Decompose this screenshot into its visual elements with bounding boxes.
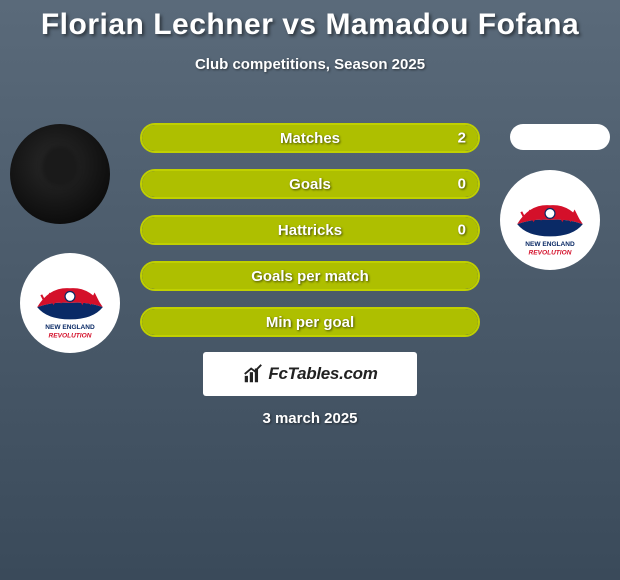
club-badge-icon: NEW ENGLAND REVOLUTION (20, 253, 120, 353)
player-right-avatar (510, 124, 610, 150)
stat-bar-list: Matches 2 Goals 0 Hattricks 0 Goals per … (140, 123, 480, 353)
stat-label: Goals (289, 176, 331, 193)
svg-text:NEW ENGLAND: NEW ENGLAND (45, 324, 95, 331)
stat-bar: Hattricks 0 (140, 215, 480, 245)
brand-text: FcTables.com (268, 364, 377, 384)
chart-icon (242, 363, 264, 385)
stat-label: Goals per match (251, 268, 369, 285)
comparison-title: Florian Lechner vs Mamadou Fofana (0, 0, 620, 42)
stat-bar: Matches 2 (140, 123, 480, 153)
stat-value: 2 (458, 130, 466, 147)
comparison-date: 3 march 2025 (0, 410, 620, 427)
stat-bar: Min per goal (140, 307, 480, 337)
stat-value: 0 (458, 176, 466, 193)
stat-label: Min per goal (266, 314, 354, 331)
brand-pill: FcTables.com (203, 352, 417, 396)
player-left-club-logo: NEW ENGLAND REVOLUTION (20, 253, 120, 353)
player-right-club-logo: NEW ENGLAND REVOLUTION (500, 170, 600, 270)
comparison-subtitle: Club competitions, Season 2025 (0, 56, 620, 73)
stat-bar: Goals 0 (140, 169, 480, 199)
svg-text:NEW ENGLAND: NEW ENGLAND (525, 241, 575, 248)
stat-label: Matches (280, 130, 340, 147)
club-badge-icon: NEW ENGLAND REVOLUTION (500, 170, 600, 270)
stat-value: 0 (458, 222, 466, 239)
player-left-avatar (10, 124, 110, 224)
svg-text:REVOLUTION: REVOLUTION (49, 332, 92, 339)
stat-bar: Goals per match (140, 261, 480, 291)
stat-label: Hattricks (278, 222, 342, 239)
svg-text:REVOLUTION: REVOLUTION (529, 249, 572, 256)
